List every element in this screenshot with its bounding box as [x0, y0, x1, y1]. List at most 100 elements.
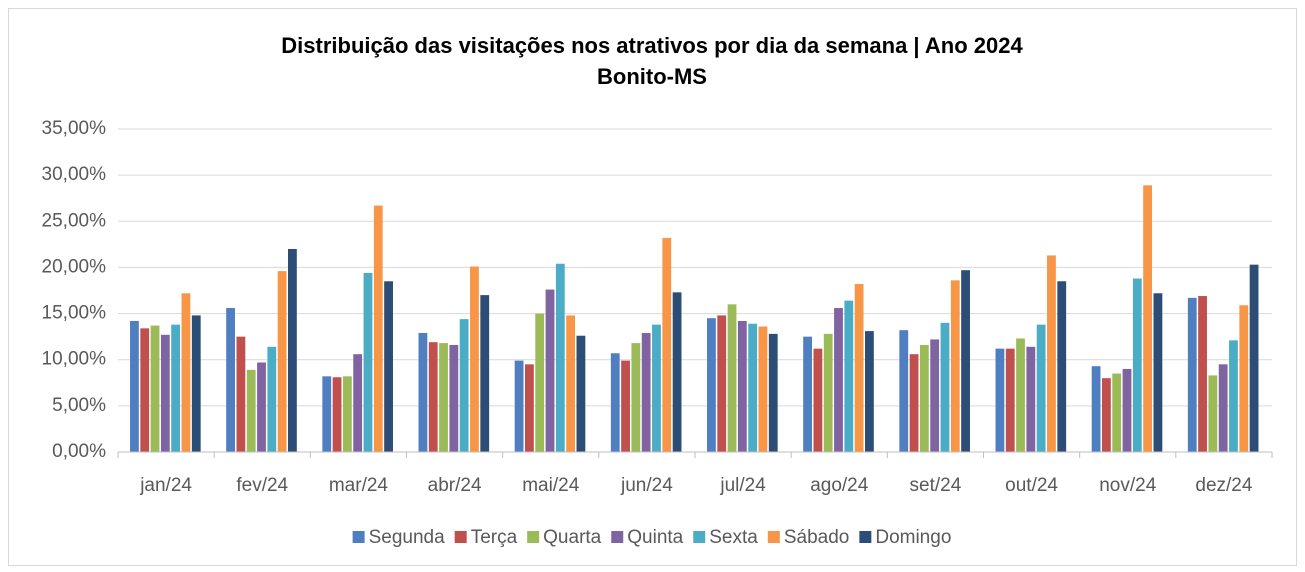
bar — [1187, 297, 1197, 452]
bar — [545, 289, 555, 452]
bar — [961, 270, 970, 452]
x-tick-label: jan/24 — [139, 475, 192, 496]
bar — [940, 322, 950, 452]
bar — [1057, 281, 1067, 452]
x-tick-label: abr/24 — [428, 475, 482, 496]
bar — [140, 328, 150, 452]
legend-label: Terça — [471, 527, 518, 548]
legend-swatch — [454, 531, 467, 543]
bar — [748, 323, 758, 452]
bar — [353, 354, 363, 452]
bar — [150, 325, 160, 452]
bar — [1026, 346, 1036, 452]
bar — [1132, 278, 1142, 452]
legend-swatch — [611, 531, 624, 543]
chart-border — [8, 8, 1297, 566]
bar — [1036, 324, 1046, 452]
x-tick-label: dez/24 — [1195, 475, 1252, 496]
bar — [1112, 373, 1122, 452]
x-tick-label: mai/24 — [522, 475, 579, 496]
legend-swatch — [767, 531, 780, 543]
y-tick-label: 25,00% — [42, 210, 107, 231]
x-tick-label: jun/24 — [620, 475, 673, 496]
bar — [555, 263, 565, 452]
x-tick-label: out/24 — [1005, 475, 1058, 496]
bar — [899, 330, 909, 452]
y-tick-label: 0,00% — [52, 441, 106, 462]
bar — [1198, 296, 1207, 452]
bar — [576, 335, 586, 452]
legend-swatch — [693, 531, 706, 543]
x-tick-label: set/24 — [910, 475, 962, 496]
bar — [1218, 364, 1228, 452]
bar — [267, 346, 277, 452]
y-tick-label: 35,00% — [42, 118, 107, 139]
bar — [384, 281, 393, 452]
bar — [439, 343, 448, 452]
y-tick-label: 20,00% — [42, 256, 107, 277]
bar — [191, 315, 201, 452]
bar — [1122, 368, 1132, 452]
bar — [449, 344, 459, 452]
bar — [1239, 305, 1249, 452]
chart-subtitle: Bonito-MS — [597, 64, 707, 89]
bar — [322, 376, 332, 452]
y-tick-label: 30,00% — [42, 164, 107, 185]
bar — [535, 313, 545, 452]
bar — [631, 343, 641, 452]
bar — [919, 344, 929, 452]
bar — [130, 320, 139, 452]
bar — [257, 362, 266, 452]
x-tick-label: jul/24 — [719, 475, 766, 496]
bar — [823, 333, 833, 452]
bar — [672, 292, 682, 452]
bar — [768, 333, 778, 452]
bar — [727, 304, 737, 452]
bar — [524, 364, 534, 452]
bar — [1047, 255, 1056, 452]
legend-swatch — [527, 531, 540, 543]
bar — [909, 354, 919, 452]
x-tick-label: nov/24 — [1099, 475, 1156, 496]
legend-label: Segunda — [369, 527, 446, 548]
bar — [950, 280, 960, 452]
bar — [373, 205, 383, 452]
legend-label: Quarta — [543, 527, 602, 548]
bar — [1208, 375, 1218, 452]
bar — [181, 293, 191, 452]
bar — [160, 334, 170, 452]
bar — [1101, 378, 1111, 452]
bar — [803, 336, 812, 452]
legend-swatch — [352, 531, 365, 543]
bar — [418, 332, 428, 452]
bar — [834, 308, 843, 452]
bar — [610, 353, 620, 452]
bar — [621, 360, 630, 452]
legend-swatch — [859, 531, 872, 543]
bar — [514, 360, 524, 452]
bar — [758, 326, 768, 452]
bar — [813, 348, 823, 452]
bar — [662, 237, 672, 452]
bar — [995, 348, 1005, 452]
x-tick-label: mar/24 — [329, 475, 389, 496]
bar — [1005, 348, 1015, 452]
y-tick-label: 10,00% — [42, 349, 107, 370]
bar — [854, 284, 864, 452]
y-tick-label: 5,00% — [52, 395, 106, 416]
bar — [363, 272, 373, 452]
bar — [930, 339, 940, 452]
bar — [459, 319, 469, 452]
bar — [288, 248, 297, 452]
chart-title: Distribuição das visitações nos atrativo… — [281, 33, 1023, 58]
bar — [332, 377, 342, 452]
bar — [1153, 293, 1163, 452]
x-tick-label: fev/24 — [236, 475, 288, 496]
bar — [844, 300, 854, 452]
bar — [717, 315, 727, 452]
legend-label: Sábado — [784, 527, 850, 548]
bar — [171, 324, 181, 452]
bar — [641, 332, 651, 452]
y-tick-label: 15,00% — [42, 303, 107, 324]
